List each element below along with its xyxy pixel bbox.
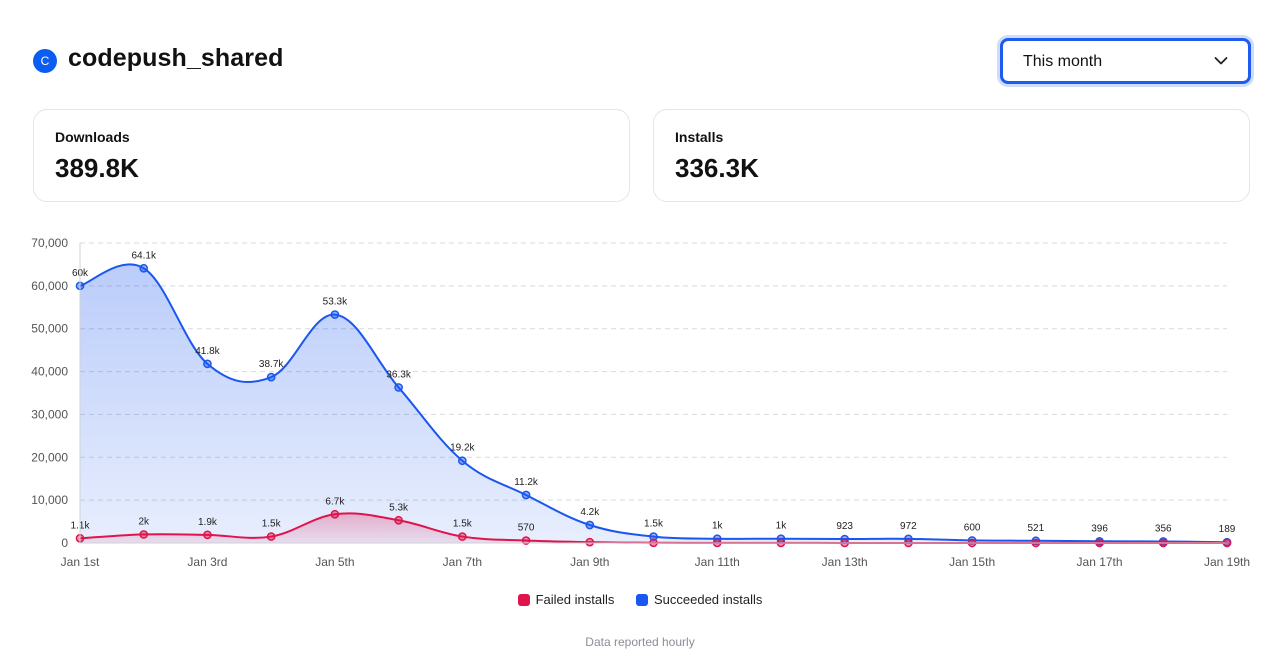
point-failed-installs: [203, 530, 212, 540]
point-failed-installs: [139, 530, 149, 539]
installs-label: Installs: [675, 129, 724, 145]
x-tick-label: Jan 3rd: [187, 555, 227, 569]
data-label-succeeded: 64.1k: [131, 250, 156, 261]
point-succeeded-installs: [266, 372, 276, 382]
x-tick-label: Jan 17th: [1077, 555, 1123, 569]
y-tick-label: 70,000: [31, 236, 68, 250]
app-avatar: C: [33, 49, 57, 73]
data-label-succeeded: 1.5k: [644, 519, 664, 530]
data-label-succeeded: 923: [836, 521, 853, 532]
data-label-succeeded: 972: [900, 521, 917, 532]
data-label-failed: 1.5k: [453, 519, 473, 530]
data-label-succeeded: 1k: [712, 521, 724, 532]
x-tick-label: Jan 11th: [695, 555, 740, 569]
point-failed-installs: [457, 532, 467, 541]
data-label-failed: 1.5k: [262, 519, 282, 530]
date-range-select[interactable]: This month: [1000, 38, 1251, 84]
downloads-card: Downloads 389.8K: [33, 109, 630, 202]
y-tick-label: 60,000: [31, 279, 68, 293]
point-succeeded-installs: [203, 359, 212, 369]
data-label-succeeded: 19.2k: [450, 443, 475, 454]
x-tick-label: Jan 7th: [443, 555, 482, 569]
y-tick-label: 50,000: [31, 322, 68, 336]
area-succeeded-installs: [80, 264, 1227, 543]
legend-item-failed[interactable]: Failed installs: [517, 592, 615, 607]
legend-swatch-succeeded: [635, 593, 648, 606]
data-label-succeeded: 36.3k: [386, 369, 411, 380]
point-succeeded-installs: [585, 520, 595, 530]
line-succeeded-installs: [79, 263, 1228, 544]
x-tick-label: Jan 19th: [1204, 555, 1250, 569]
installs-card: Installs 336.3K: [653, 109, 1250, 202]
data-label-succeeded: 4.2k: [580, 507, 600, 518]
y-tick-label: 20,000: [31, 450, 68, 464]
point-failed-installs: [266, 532, 276, 541]
data-label-failed: 1.9k: [198, 517, 218, 528]
point-failed-installs: [521, 536, 531, 545]
point-succeeded-installs: [139, 263, 149, 273]
x-tick-label: Jan 9th: [570, 555, 609, 569]
data-label-succeeded: 38.7k: [259, 359, 284, 370]
point-succeeded-installs: [649, 532, 658, 541]
x-tick-label: Jan 15th: [949, 555, 995, 569]
data-label-failed: 6.7k: [325, 496, 345, 507]
data-label-succeeded: 189: [1219, 524, 1236, 535]
installs-value: 336.3K: [675, 153, 759, 183]
point-succeeded-installs: [457, 456, 467, 466]
data-label-failed: 2k: [138, 516, 150, 527]
legend-label-succeeded: Succeeded installs: [653, 592, 763, 607]
data-label-failed: 5.3k: [389, 502, 409, 513]
data-label-succeeded: 600: [964, 522, 981, 533]
y-tick-label: 30,000: [31, 407, 68, 421]
page-header: C codepush_shared This month: [33, 38, 1251, 88]
point-failed-installs: [585, 537, 595, 547]
data-label-succeeded: 356: [1155, 523, 1172, 534]
point-succeeded-installs: [521, 490, 531, 500]
data-label-succeeded: 396: [1091, 523, 1108, 534]
point-succeeded-installs: [394, 383, 403, 392]
area-failed-installs: [80, 513, 1227, 543]
point-failed-installs: [330, 509, 340, 519]
chart-legend: Failed installs Succeeded installs: [0, 592, 1280, 609]
downloads-label: Downloads: [55, 129, 130, 145]
data-label-succeeded: 41.8k: [195, 346, 220, 357]
downloads-value: 389.8K: [55, 153, 139, 183]
x-tick-label: Jan 5th: [315, 555, 354, 569]
point-succeeded-installs: [967, 536, 977, 545]
point-succeeded-installs: [330, 310, 340, 319]
data-label-succeeded: 53.3k: [323, 297, 348, 308]
legend-label-failed: Failed installs: [535, 592, 615, 607]
data-label-succeeded: 11.2k: [514, 477, 539, 488]
installs-chart: 60k64.1k41.8k38.7k53.3k36.3k19.2k11.2k4.…: [31, 236, 1250, 569]
y-tick-label: 10,000: [31, 493, 68, 507]
data-label-succeeded: 521: [1027, 523, 1044, 534]
legend-item-succeeded[interactable]: Succeeded installs: [635, 592, 763, 607]
chevron-down-icon: [1214, 57, 1228, 65]
data-label-failed: 570: [518, 523, 535, 534]
y-tick-label: 0: [61, 536, 68, 550]
y-tick-label: 40,000: [31, 365, 68, 379]
x-tick-label: Jan 1st: [61, 555, 100, 569]
date-range-value: This month: [1023, 53, 1103, 70]
app-title: codepush_shared: [68, 44, 284, 72]
data-footnote: Data reported hourly: [585, 635, 695, 649]
x-tick-label: Jan 13th: [822, 555, 868, 569]
data-label-succeeded: 1k: [776, 521, 788, 532]
legend-swatch-failed: [517, 593, 530, 606]
point-failed-installs: [394, 515, 403, 525]
